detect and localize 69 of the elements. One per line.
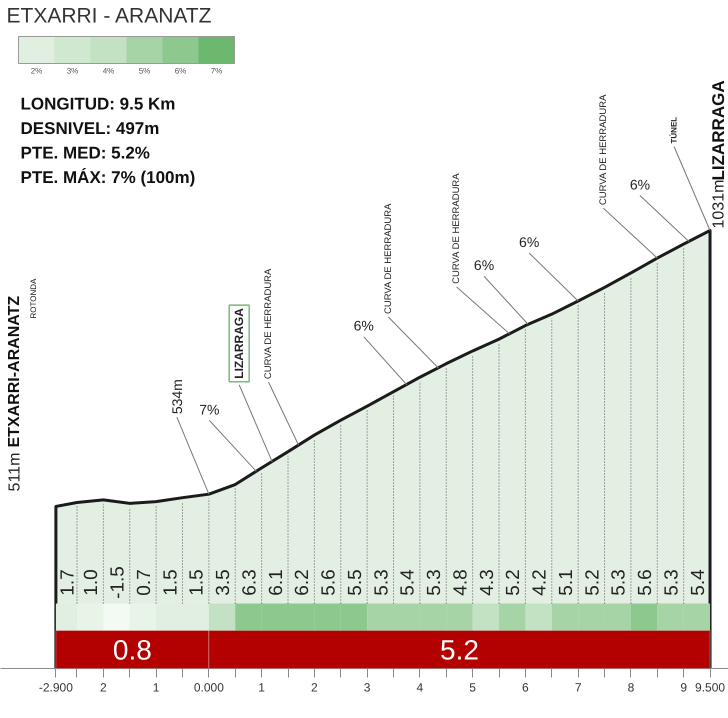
x-tick-label: 6 [522,680,530,694]
x-tick-label: 9.500 [695,680,726,694]
text: PTE. MÁX: 7% (100m) [20,167,196,187]
band-label: 4.3 [476,569,498,596]
band-label: 6.2 [292,569,314,596]
annotation: 1031m [710,180,728,228]
text: LONGITUD: 9.5 Km [20,94,176,114]
annotation: ROTONDA [29,278,38,318]
text: LIZARRAGA [709,80,728,180]
annotation: 6% [630,176,650,192]
chart-title: ETXARRI - ARANATZ [6,4,212,28]
color-bar-label: 2% [30,66,42,76]
annotation: CURVA DE HERRADURA [598,94,609,206]
band-label: 5.3 [424,569,446,596]
band-label: 6.1 [266,569,287,596]
x-tick-label: 8 [628,680,635,694]
band-label: 5.2 [440,634,479,666]
x-tick-label: 1 [152,680,160,694]
band-label: 5.2 [582,569,604,596]
band-label: -1.5 [108,566,129,599]
band-label: 1.0 [81,569,102,596]
band-label: 1.7 [57,569,78,596]
x-tick-label: 0.000 [194,680,224,694]
color-bar-label: 3% [66,66,78,76]
band-label: 1.5 [160,569,182,596]
x-tick-label: 2 [100,680,108,694]
band-label: 5.1 [556,569,577,596]
annotation: 6% [354,318,374,334]
color-bar-label: 4% [102,66,114,76]
x-tick-label: 1 [258,680,266,694]
band-label: 5.3 [608,569,630,596]
band-label: 1.5 [186,569,208,596]
band-label: 5.6 [635,569,656,596]
band-label: 5.6 [318,569,340,596]
band-label: 5.3 [371,569,392,596]
annotation: 511m [6,452,24,492]
x-tick-label: -2.900 [38,680,74,694]
annotation: 6% [474,257,494,274]
annotation: 534m [168,379,185,414]
band-label: 0.8 [112,634,152,666]
annotation: CURVA DE HERRADURA [382,202,394,314]
x-tick-label: 3 [364,680,371,694]
color-bar-label: 5% [138,66,150,76]
annotation: LIZARRAGA [232,308,246,379]
x-tick-label: 2 [311,680,318,694]
band-label: 5.3 [661,569,682,596]
x-tick-label: 5 [469,680,476,694]
color-bar-label: 6% [174,66,186,76]
annotation: ETXARRI-ARANATZ [6,296,23,448]
annotation: TÚNEL [668,116,679,144]
annotation: 6% [519,234,540,250]
band-label: 5.4 [398,568,419,596]
x-tick-label: 9 [680,680,688,694]
band-label: 0.7 [134,569,155,596]
text: DESNIVEL: 497m [20,119,160,138]
band-label: 3.5 [213,569,234,596]
annotation: CURVA DE HERRADURA [451,172,462,284]
x-tick-label: 4 [416,680,424,694]
band-label: 4.8 [450,569,472,596]
annotation: 7% [199,401,220,418]
band-label: 5.5 [344,569,366,596]
band-label: 5.4 [688,568,709,596]
band-label: 6.3 [239,569,260,596]
band-label: 4.2 [530,569,551,596]
text: PTE. MED: 5.2% [20,144,150,162]
color-bar-label: 7% [210,66,222,76]
x-tick-label: 7 [574,680,582,694]
band-label: 5.2 [503,569,524,596]
annotation: CURVA DE HERRADURA [263,268,274,380]
